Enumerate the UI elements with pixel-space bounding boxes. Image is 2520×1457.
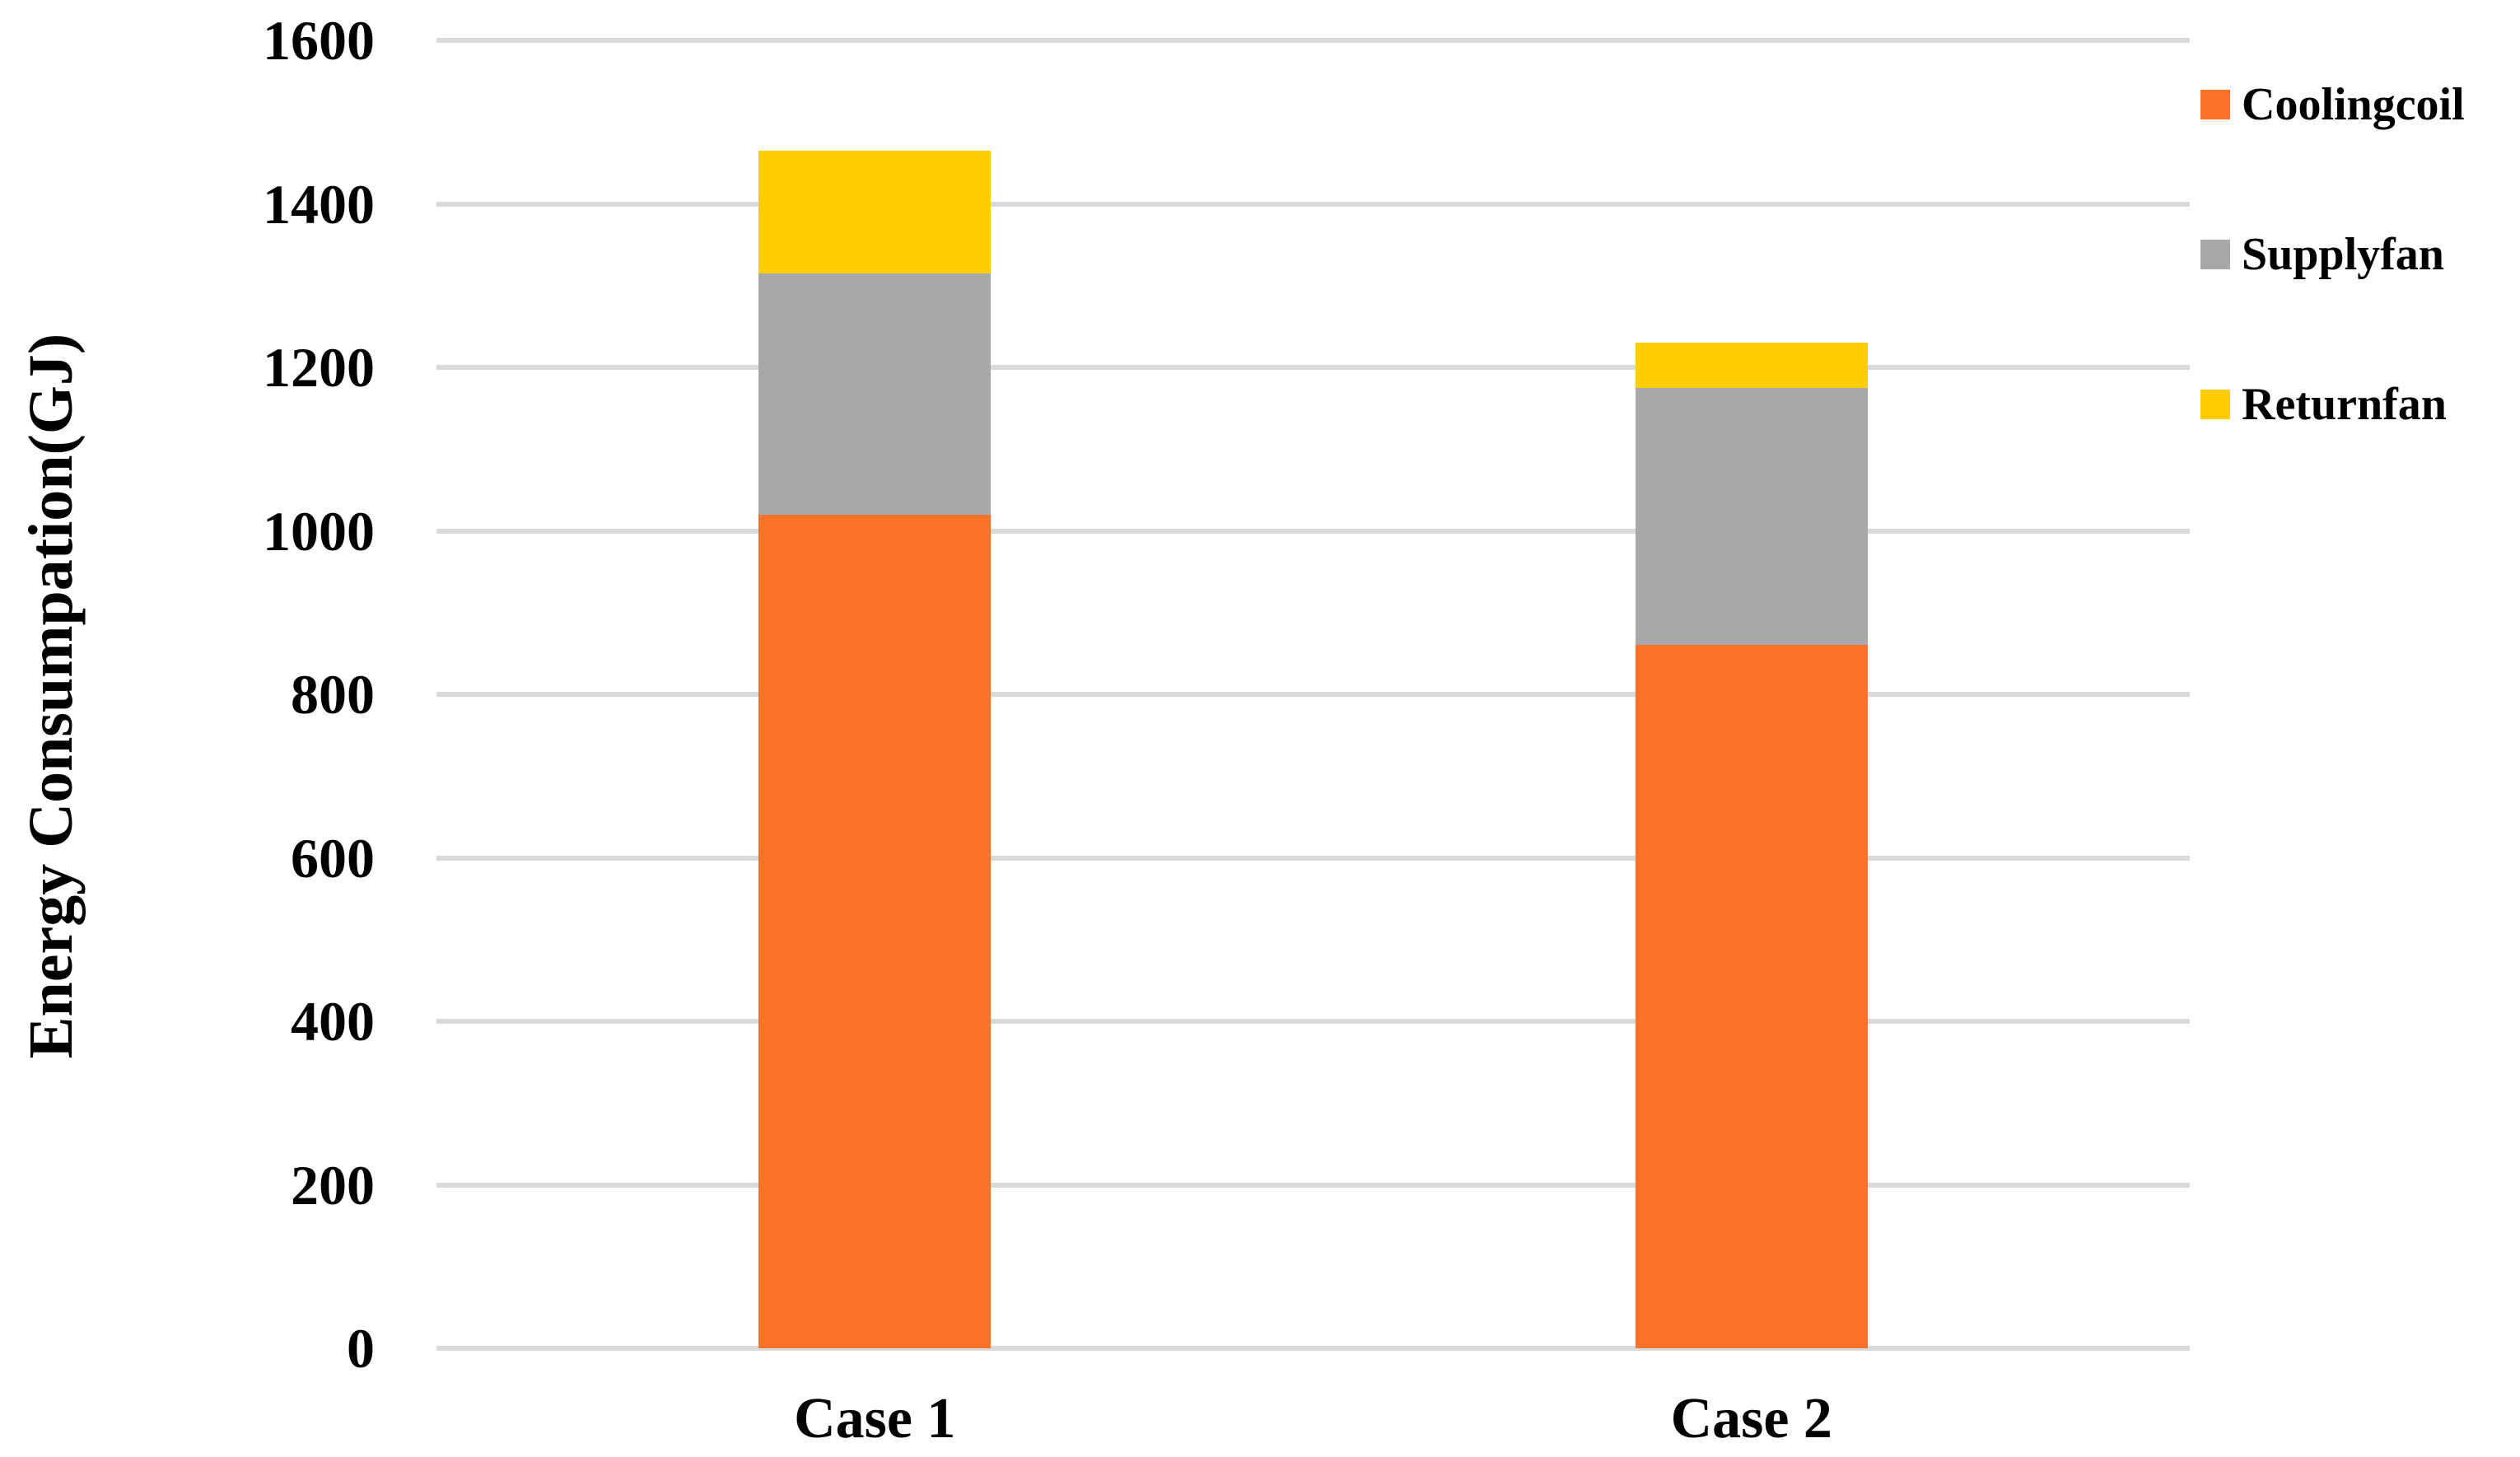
legend-swatch-coolingcoil (2200, 90, 2230, 119)
y-tick-label-800: 800 (291, 663, 375, 726)
gridline-1000 (436, 528, 2190, 534)
y-tick-label-1200: 1200 (263, 336, 375, 399)
bar-segment-case-2-supplyfan (1635, 387, 1868, 646)
y-tick-label-1400: 1400 (263, 172, 375, 236)
bar-segment-case-1-supplyfan (758, 273, 992, 515)
legend-item-returnfan: Returnfan (2200, 380, 2447, 429)
y-tick-label-400: 400 (291, 990, 375, 1053)
legend-swatch-returnfan (2200, 390, 2230, 419)
bar-segment-case-2-returnfan (1635, 343, 1868, 388)
legend-item-coolingcoil: Coolingcoil (2200, 80, 2465, 129)
gridline-1400 (436, 201, 2190, 207)
x-label-case-1: Case 1 (794, 1387, 956, 1450)
y-tick-label-600: 600 (291, 826, 375, 890)
legend-item-supplyfan: Supplyfan (2200, 230, 2444, 279)
legend-swatch-supplyfan (2200, 240, 2230, 269)
gridline-600 (436, 855, 2190, 861)
gridline-1600 (436, 38, 2190, 43)
bar-segment-case-2-coolingcoil (1635, 645, 1868, 1348)
gridline-0 (436, 1346, 2190, 1351)
legend-label-coolingcoil: Coolingcoil (2242, 79, 2465, 130)
y-tick-label-1600: 1600 (263, 9, 375, 72)
y-tick-label-0: 0 (347, 1317, 375, 1380)
y-tick-label-1000: 1000 (263, 499, 375, 563)
legend-label-supplyfan: Supplyfan (2242, 229, 2444, 280)
gridline-400 (436, 1019, 2190, 1024)
legend-label-returnfan: Returnfan (2242, 379, 2447, 430)
gridline-1200 (436, 365, 2190, 370)
bar-segment-case-1-coolingcoil (758, 514, 992, 1348)
gridline-800 (436, 692, 2190, 697)
bar-segment-case-1-returnfan (758, 150, 992, 273)
y-tick-label-200: 200 (291, 1153, 375, 1217)
gridline-200 (436, 1182, 2190, 1188)
x-label-case-2: Case 2 (1670, 1387, 1832, 1450)
